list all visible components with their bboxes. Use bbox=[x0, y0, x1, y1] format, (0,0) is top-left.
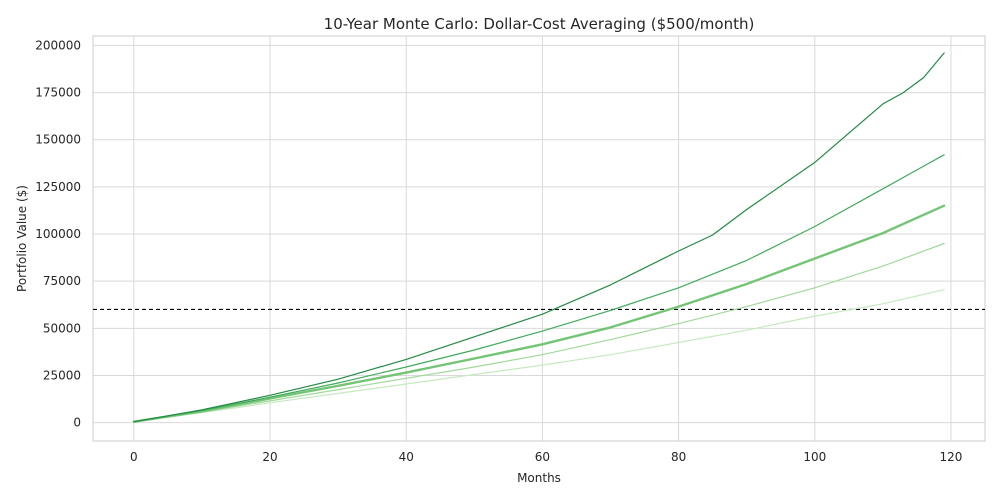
series-line bbox=[133, 289, 945, 423]
x-tick-label: 80 bbox=[671, 450, 686, 464]
y-tick-label: 50000 bbox=[43, 321, 81, 335]
y-axis-title: Portfolio Value ($) bbox=[15, 185, 29, 292]
x-tick-label: 20 bbox=[262, 450, 277, 464]
x-tick-label: 0 bbox=[130, 450, 138, 464]
series-line bbox=[132, 204, 946, 423]
x-axis-title: Months bbox=[517, 471, 561, 485]
series-line bbox=[133, 154, 945, 423]
x-tick-label: 40 bbox=[399, 450, 414, 464]
series-layer bbox=[132, 52, 946, 423]
plot-area bbox=[92, 35, 986, 442]
x-tick-label: 120 bbox=[940, 450, 963, 464]
series-line bbox=[133, 52, 945, 423]
y-tick-label: 175000 bbox=[35, 86, 81, 100]
y-tick-label: 75000 bbox=[43, 274, 81, 288]
series-line bbox=[133, 242, 945, 423]
y-tick-label: 0 bbox=[73, 416, 81, 430]
grid-lines bbox=[93, 36, 985, 441]
x-tick-label: 100 bbox=[803, 450, 826, 464]
tick-labels: 0 20 40 60 80 100 120 0 25000 50000 75000 100000 125… bbox=[35, 38, 962, 464]
y-tick-label: 100000 bbox=[35, 227, 81, 241]
y-tick-label: 200000 bbox=[35, 38, 81, 52]
y-tick-label: 25000 bbox=[43, 368, 81, 382]
chart-title: 10-Year Monte Carlo: Dollar-Cost Averagi… bbox=[324, 15, 755, 33]
y-tick-label: 150000 bbox=[35, 133, 81, 147]
x-tick-label: 60 bbox=[535, 450, 550, 464]
y-tick-label: 125000 bbox=[35, 180, 81, 194]
